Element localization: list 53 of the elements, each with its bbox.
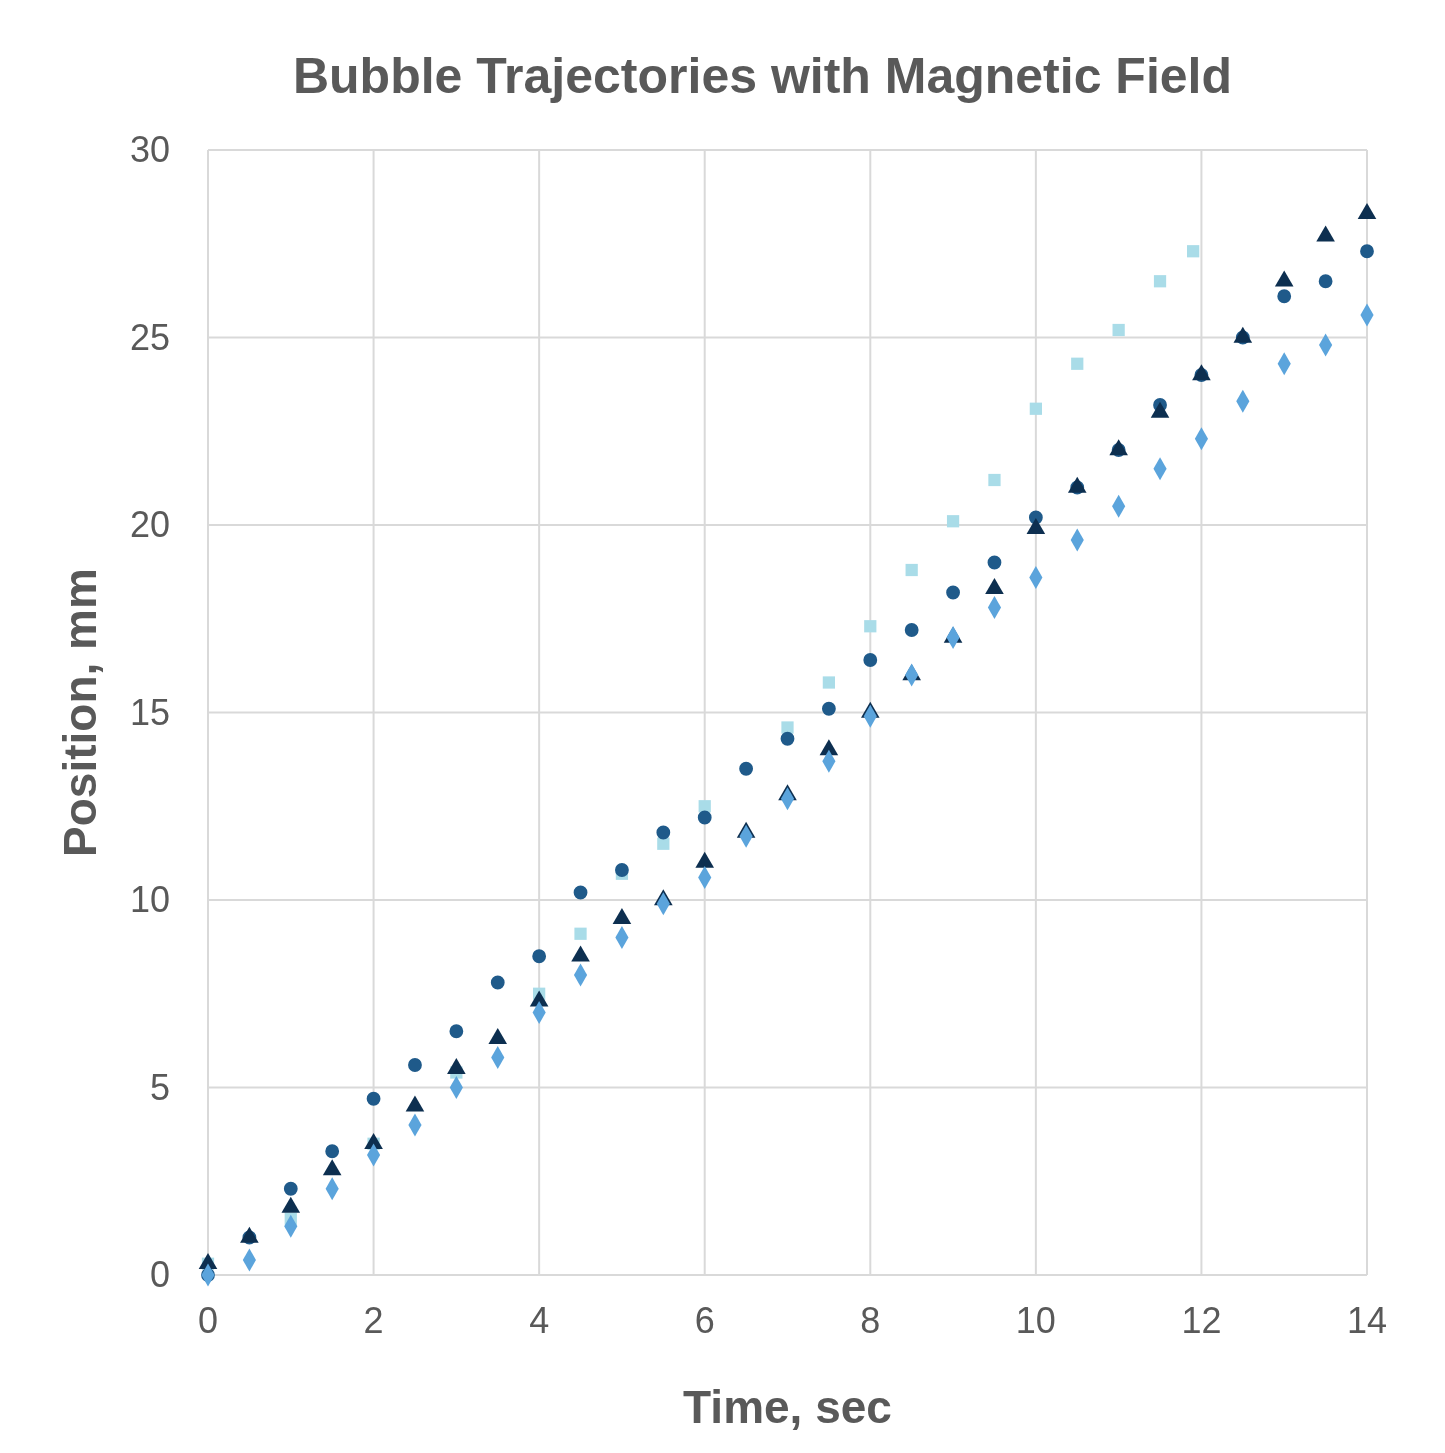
point <box>988 473 1001 487</box>
point <box>904 623 919 637</box>
point <box>822 676 836 689</box>
point <box>656 825 671 840</box>
point <box>698 800 711 813</box>
point <box>1029 402 1042 415</box>
x-tick-label: 4 <box>529 1300 550 1341</box>
point <box>408 1058 422 1072</box>
point <box>946 585 960 600</box>
point <box>697 810 712 825</box>
point <box>366 1091 381 1106</box>
y-axis-title: Position, mm <box>54 568 106 857</box>
point <box>532 949 547 964</box>
point <box>1360 244 1374 259</box>
point <box>1112 323 1125 337</box>
point <box>905 563 918 577</box>
point <box>1277 289 1292 304</box>
x-tick-label: 2 <box>363 1300 384 1341</box>
point <box>490 975 505 990</box>
x-tick-label: 6 <box>694 1300 715 1341</box>
point <box>283 1181 298 1196</box>
x-tick-label: 0 <box>197 1300 219 1341</box>
point <box>1318 274 1333 289</box>
x-tick-label: 14 <box>1346 1300 1388 1341</box>
point <box>946 515 960 528</box>
x-tick-label: 8 <box>860 1300 881 1341</box>
chart-title: Bubble Trajectories with Magnetic Field <box>292 48 1233 104</box>
point <box>574 927 587 940</box>
point <box>615 863 629 877</box>
point <box>821 701 836 716</box>
x-tick-label: 10 <box>1015 1300 1056 1341</box>
y-tick-label: 15 <box>129 691 170 733</box>
point <box>739 761 754 776</box>
point <box>1187 245 1200 258</box>
point <box>1153 275 1167 288</box>
y-tick-label: 5 <box>149 1066 170 1108</box>
point <box>863 653 878 667</box>
y-tick-label: 0 <box>149 1254 170 1295</box>
x-axis-title: Time, sec <box>683 1381 892 1433</box>
point <box>657 837 670 850</box>
point <box>573 885 588 900</box>
y-tick-label: 25 <box>129 316 170 358</box>
point <box>864 620 877 633</box>
point <box>449 1024 464 1039</box>
y-tick-label: 20 <box>129 504 170 545</box>
x-tick-label: 12 <box>1181 1300 1222 1341</box>
point <box>780 731 795 746</box>
y-tick-label: 10 <box>129 879 170 920</box>
point <box>781 721 794 734</box>
point <box>987 555 1002 570</box>
point <box>325 1144 340 1159</box>
point <box>1071 357 1084 370</box>
y-tick-label: 30 <box>129 129 170 170</box>
